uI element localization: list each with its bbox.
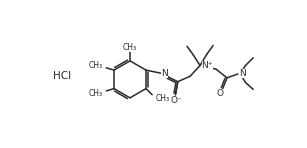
- Text: HCl: HCl: [53, 70, 71, 81]
- Text: N: N: [161, 69, 168, 78]
- Text: O: O: [217, 90, 223, 98]
- Text: CH₃: CH₃: [88, 61, 103, 70]
- Text: O⁻: O⁻: [170, 96, 182, 105]
- Text: CH₃: CH₃: [156, 94, 170, 103]
- Text: N⁺: N⁺: [202, 61, 213, 70]
- Text: CH₃: CH₃: [88, 89, 103, 98]
- Text: N: N: [239, 69, 246, 78]
- Text: CH₃: CH₃: [123, 42, 137, 52]
